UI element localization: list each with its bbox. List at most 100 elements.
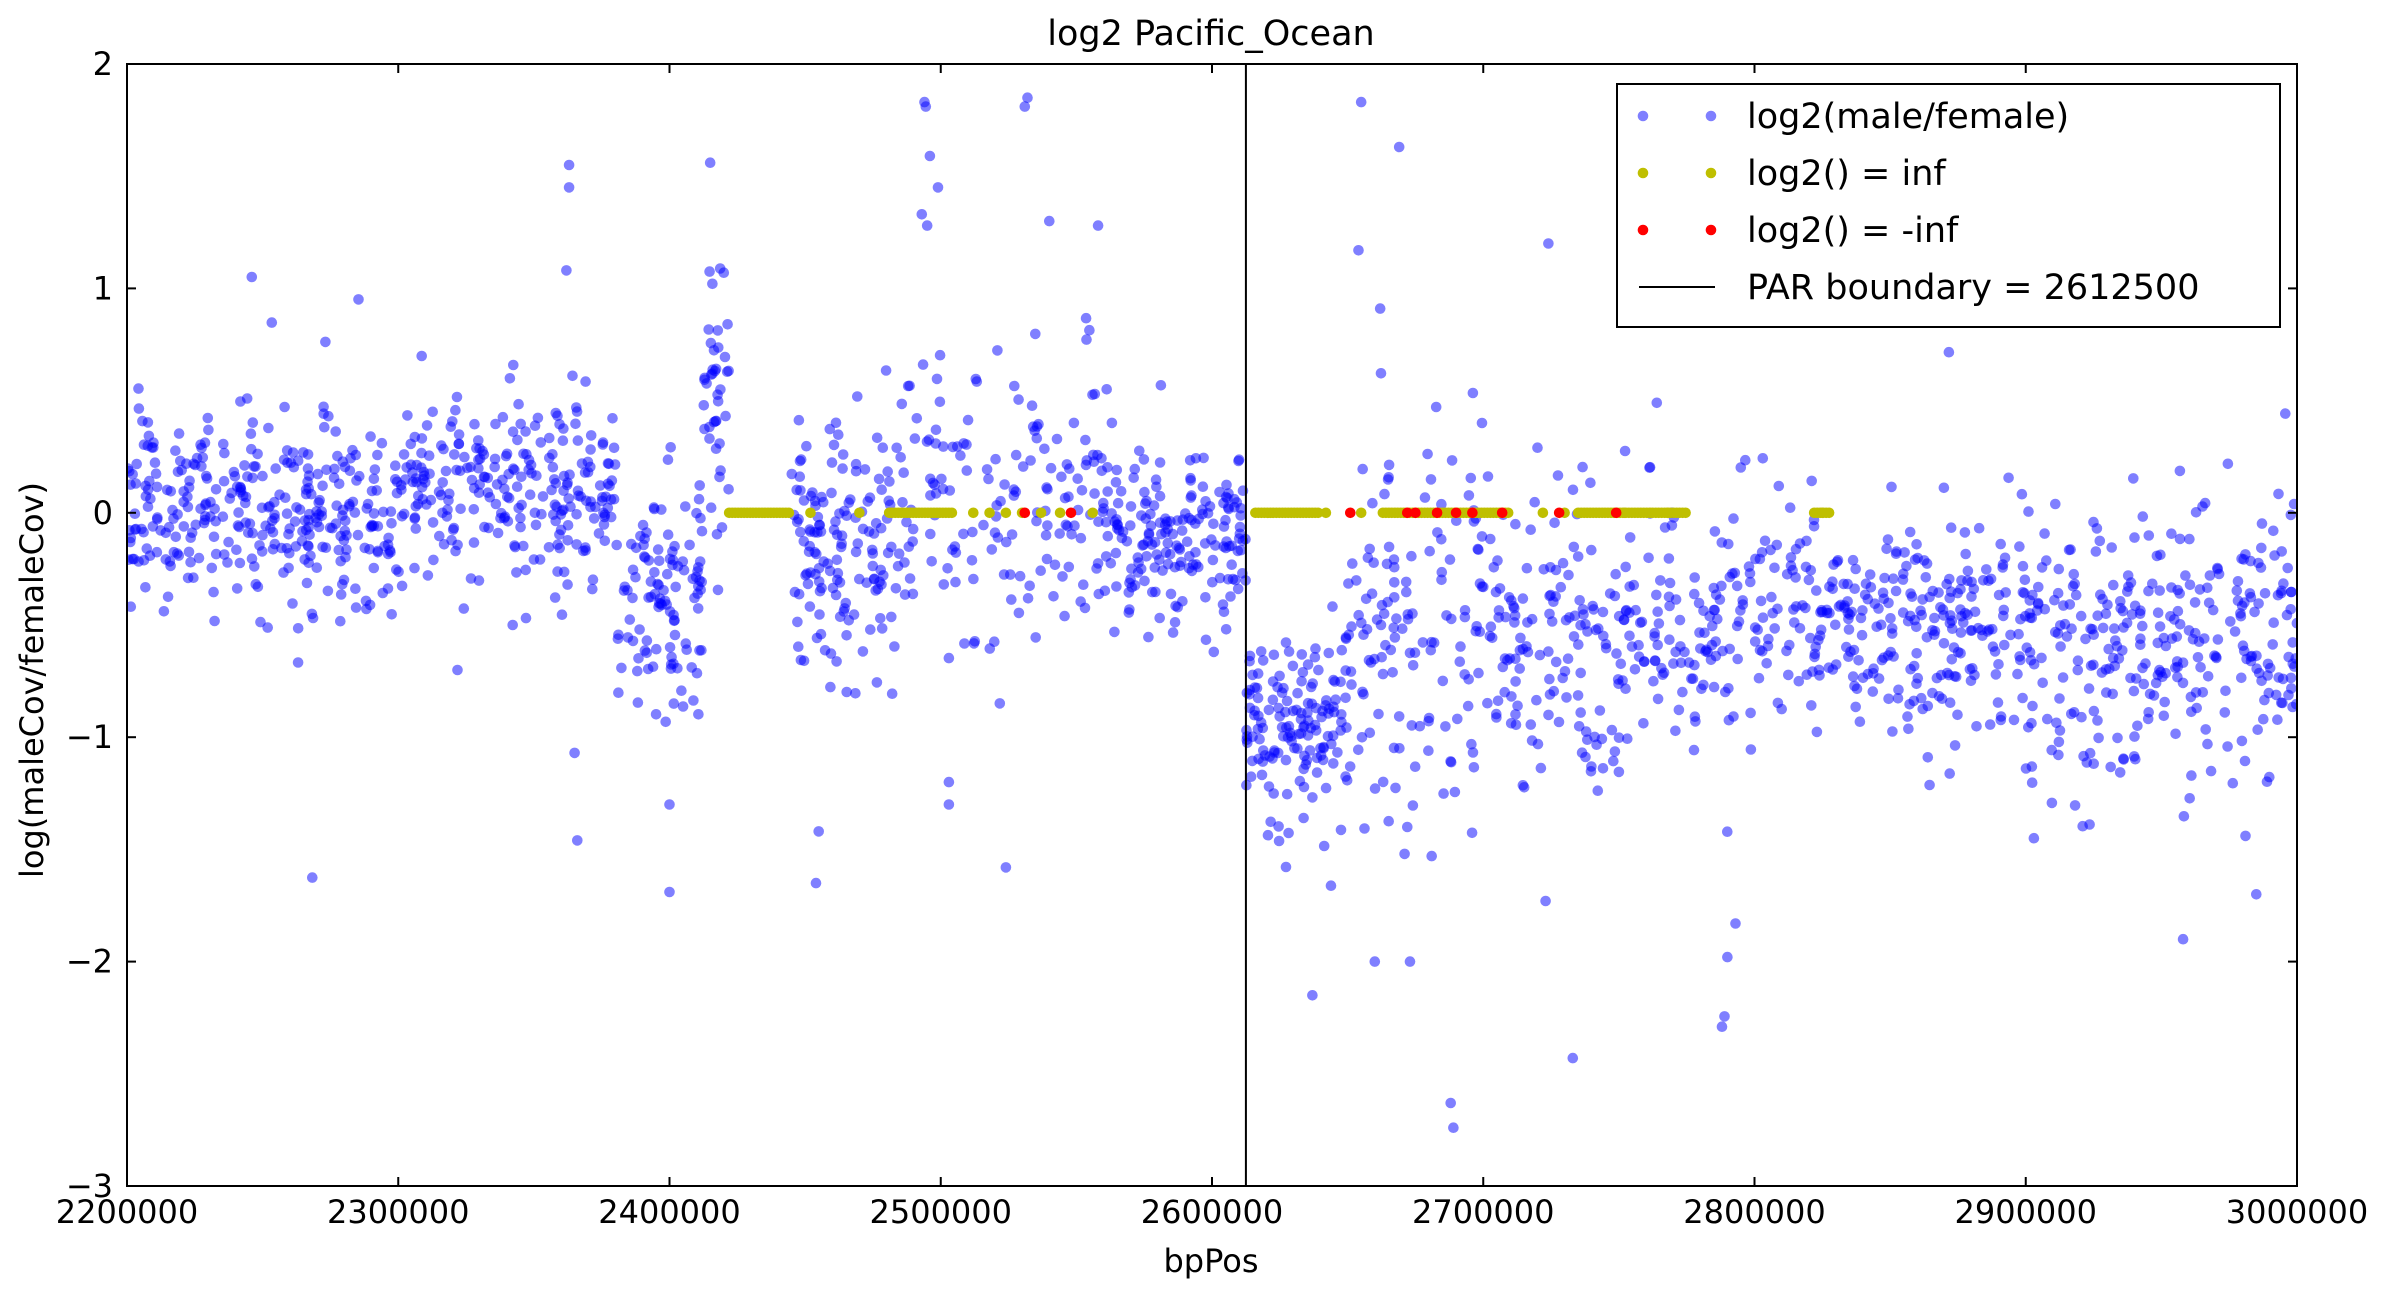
data-point <box>1406 720 1418 731</box>
data-point <box>1759 535 1771 547</box>
data-point <box>1402 821 1413 833</box>
data-point <box>1886 628 1898 639</box>
data-point <box>825 681 836 693</box>
data-point <box>1893 684 1904 696</box>
data-point <box>1155 380 1167 391</box>
data-point <box>1441 610 1452 621</box>
neg-inf-point <box>1450 507 1462 519</box>
data-point <box>1024 580 1035 592</box>
data-point <box>186 527 198 538</box>
data-point <box>1917 703 1928 715</box>
data-point <box>1702 646 1713 658</box>
data-point <box>1544 608 1555 620</box>
data-point <box>2255 562 2267 573</box>
data-point <box>223 536 234 548</box>
data-point <box>1009 380 1020 392</box>
data-point <box>1514 644 1526 656</box>
data-point <box>1847 671 1859 682</box>
data-point <box>2083 683 2095 694</box>
data-point <box>1098 503 1109 514</box>
data-point <box>190 519 202 531</box>
data-point <box>1917 594 1928 605</box>
data-point <box>468 482 480 494</box>
data-point <box>1737 599 1749 610</box>
data-point <box>1688 744 1700 756</box>
data-point <box>195 439 206 451</box>
data-point <box>1254 733 1265 745</box>
data-point <box>1100 516 1112 528</box>
data-point <box>2204 570 2216 581</box>
data-point <box>1949 740 1961 751</box>
data-point <box>1233 455 1244 467</box>
data-point <box>1550 656 1562 668</box>
data-point <box>2129 532 2140 543</box>
data-point <box>1952 587 1963 599</box>
data-point <box>195 503 206 514</box>
data-point <box>499 511 511 522</box>
data-point <box>677 556 689 567</box>
data-point <box>1674 614 1686 626</box>
data-point <box>699 423 710 435</box>
data-point <box>1035 565 1046 576</box>
data-point <box>1598 630 1609 642</box>
data-point <box>2039 528 2050 539</box>
data-point <box>1864 569 1876 580</box>
data-point <box>931 373 943 385</box>
data-point <box>289 516 301 527</box>
data-point <box>1044 215 1055 227</box>
data-point <box>565 501 576 512</box>
data-point <box>1580 751 1591 763</box>
data-point <box>870 518 882 529</box>
data-point <box>971 376 983 387</box>
data-point <box>1613 766 1625 778</box>
data-point <box>1732 653 1743 665</box>
data-point <box>1856 629 1868 641</box>
data-point <box>2220 685 2231 697</box>
data-point <box>2028 832 2040 844</box>
data-point <box>1911 539 1922 550</box>
data-point <box>571 539 582 550</box>
data-point <box>2285 509 2297 521</box>
data-point <box>1265 816 1276 828</box>
data-point <box>320 336 331 348</box>
data-point <box>1650 655 1661 667</box>
data-point <box>2285 672 2297 684</box>
data-point <box>1356 732 1368 743</box>
data-point <box>2005 629 2016 641</box>
data-point <box>1518 782 1530 793</box>
data-point <box>1027 421 1039 433</box>
data-point <box>1110 477 1122 488</box>
data-point <box>2023 506 2034 517</box>
data-point <box>1111 581 1122 592</box>
data-point <box>1154 612 1165 624</box>
data-point <box>1302 659 1314 670</box>
data-point <box>2229 626 2241 637</box>
data-point <box>2273 488 2284 500</box>
data-point <box>1911 648 1922 659</box>
data-point <box>1719 1011 1730 1022</box>
data-point <box>497 411 509 423</box>
data-point <box>2091 523 2103 534</box>
data-point <box>178 521 190 532</box>
data-point <box>1805 632 1816 644</box>
data-point <box>1154 490 1166 502</box>
data-point <box>840 597 852 609</box>
data-point <box>916 209 928 220</box>
data-point <box>850 688 861 699</box>
data-point <box>1280 754 1292 766</box>
data-point <box>1784 502 1796 513</box>
data-point <box>524 489 536 501</box>
data-point <box>1369 956 1381 967</box>
data-point <box>850 458 862 470</box>
data-point <box>1615 658 1627 670</box>
data-point <box>1830 659 1842 670</box>
data-point <box>1068 417 1080 429</box>
data-point <box>1075 532 1087 544</box>
data-point <box>1690 716 1701 727</box>
data-point <box>1157 565 1168 576</box>
data-point <box>669 615 680 626</box>
data-point <box>520 612 532 624</box>
data-point <box>966 555 978 566</box>
data-point <box>1971 721 1982 732</box>
data-point <box>300 488 312 500</box>
